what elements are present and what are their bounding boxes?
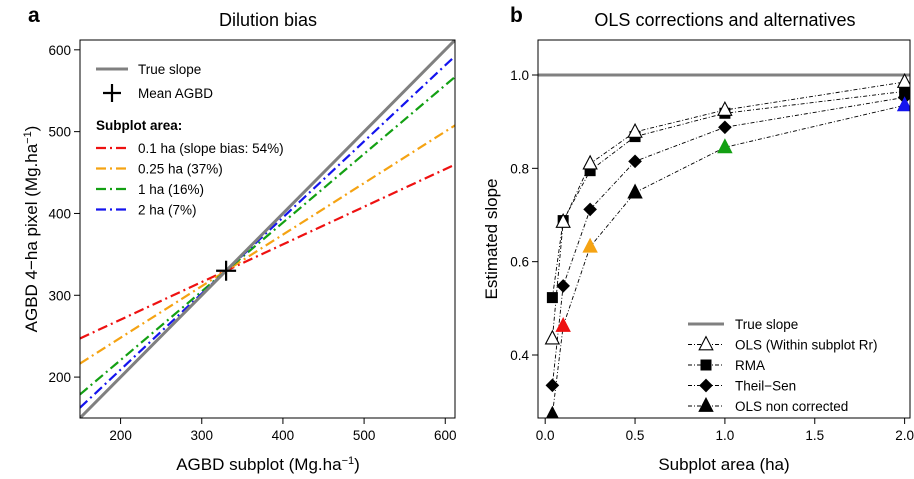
panel-b-legend-label-4: OLS non corrected [735,399,848,414]
panel-a-x-axis-label-text: AGBD subplot (Mg.ha−1) [176,455,360,474]
panel-b-title: OLS corrections and alternatives [594,10,855,30]
panel-b-legend-label-0: True slope [735,317,798,332]
panel-a-x-tick-label: 400 [272,428,295,443]
panel-a-y-tick-label: 500 [48,125,71,140]
panel-b-point-1 [582,154,598,170]
panel-a-true-slope-line [80,40,455,418]
panel-a-legend-true-slope: True slope [138,62,201,77]
panel-b-series-line-2 [551,90,905,298]
panel-b-x-tick-label: 0.0 [536,428,555,443]
panel-a-series-line-2 [80,76,455,396]
panel-b-legend-marker-3 [699,378,713,393]
panel-b-y-tick-label: 1.0 [510,68,529,83]
panel-b-y-axis-label: Estimated slope [482,179,501,300]
panel-b-marks [538,72,910,418]
panel-b-point-3 [718,120,732,135]
panel-a-x-tick-label: 300 [190,428,213,443]
panel-a-series-line-0 [80,163,455,340]
panel-a-plot: 200 300 400 500 600 200 300 400 500 600 True slope… [48,39,457,443]
panel-a-y-axis-label: AGBD 4−ha pixel (Mg.ha−1) [22,126,41,333]
panel-a-y-axis-label-text: AGBD 4−ha pixel (Mg.ha−1) [22,126,41,333]
panel-a-x-axis-label-end: ) [354,455,360,474]
panel-a-x-tick-label: 200 [109,428,132,443]
panel-a-x-axis-label-main: AGBD subplot (Mg.ha [176,455,342,474]
panel-b-legend-marker-2 [700,359,712,371]
panel-b-point-2 [899,85,910,97]
panel-a-y-tick-label: 600 [48,43,71,58]
panel-b-x-tick-label: 1.5 [805,428,824,443]
panel-b-series-line-3 [551,96,905,386]
panel-b-point-3 [583,202,597,217]
panel-b-y-tick-label: 0.6 [510,255,529,270]
panel-b-legend-marker-4 [698,396,714,412]
panel-b-x-tick-label: 0.5 [626,428,645,443]
panel-b-point-1 [717,100,733,116]
panel-b-plot: 0.0 0.5 1.0 1.5 2.0 0.4 0.6 0.8 1.0 True slope OLS… [510,39,914,443]
panel-a-series-line-3 [80,55,455,409]
panel-a-lines [80,40,455,418]
panel-b-legend-label-1: OLS (Within subplot Rr) [735,338,878,353]
panel-b-legend-label-2: RMA [735,358,765,373]
panel-a-y-axis-label-end: ) [22,126,41,132]
panel-a-y-axis-label-main: AGBD 4−ha pixel (Mg.ha [22,143,41,332]
panel-b-point-4 [717,138,733,154]
panel-b-series-line-4 [551,104,905,415]
panel-b-point-2 [546,292,558,304]
panel-a-frame [79,39,456,419]
panel-a-title: Dilution bias [219,10,317,30]
panel-b-point-1 [896,72,910,88]
panel-a-x-tick-label: 500 [353,428,376,443]
panel-b-legend-marker-1 [698,335,714,351]
panel-a-y-tick-label: 200 [48,370,71,385]
panel-a-legend-label-1: 0.25 ha (37%) [138,162,223,177]
panel-b-y-tick-label: 0.4 [510,348,529,363]
panel-b-point-4 [627,183,643,199]
panel-a-y-tick-label: 400 [48,206,71,221]
panel-b-point-3 [545,378,560,393]
panel-a-x-axis-label: AGBD subplot (Mg.ha−1) [176,455,360,474]
panel-b-legend-label-3: Theil−Sen [735,379,796,394]
panel-b-x-axis-label: Subplot area (ha) [658,455,789,474]
panel-b-point-1 [555,212,571,228]
panel-a-legend-heading: Subplot area: [96,118,182,133]
panel-b-point-4 [545,405,559,418]
panel-a-legend-label-3: 2 ha (7%) [138,203,197,218]
panel-a-y-axis-label-sup: −1 [22,131,34,144]
panel-a-y-tick-label: 300 [48,288,71,303]
panel-b-point-2 [584,165,596,177]
panel-b-point-3 [556,279,570,293]
panel-b-point-4 [896,96,910,112]
panel-a-legend-label-2: 1 ha (16%) [138,182,204,197]
panel-b-point-1 [544,329,561,345]
panel-b-frame [537,39,911,419]
panel-a-letter: a [28,4,40,27]
panel-b-point-3 [628,154,642,169]
panel-a-legend-mean: Mean AGBD [138,86,213,101]
panel-b-x-tick-label: 2.0 [895,428,914,443]
panel-a-x-axis-label-sup: −1 [342,455,355,467]
panel-a-series-line-1 [80,124,455,365]
panel-b-point-1 [627,122,643,138]
panel-b-point-4 [555,317,571,332]
panel-b-y-tick-label: 0.8 [510,161,529,176]
panel-a-legend-label-0: 0.1 ha (slope bias: 54%) [138,141,284,156]
panel-a-x-tick-label: 600 [434,428,457,443]
panel-b-point-4 [582,237,598,253]
panel-b-x-tick-label: 1.0 [716,428,735,443]
panel-b-series-line-1 [551,81,905,339]
panel-b-letter: b [510,4,523,27]
